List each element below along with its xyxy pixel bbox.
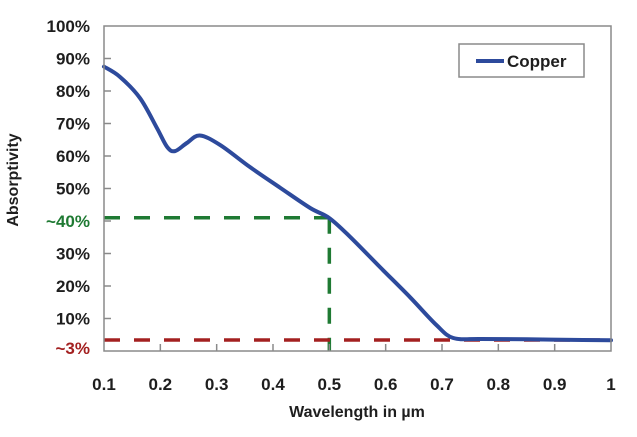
y-tick-label: 60% [56,147,90,166]
y-tick-label: 70% [56,115,90,134]
x-tick-label: 0.5 [318,375,342,394]
x-axis-tick-labels: 0.1 0.2 0.3 0.4 0.5 0.6 0.7 0.8 0.9 1 [92,375,616,394]
x-tick-label: 0.3 [205,375,229,394]
series-group [102,64,613,343]
y-tick-label: 80% [56,82,90,101]
x-tick-label: 0.6 [374,375,398,394]
x-tick-label: 0.9 [543,375,567,394]
legend: Copper [458,43,585,78]
y-tick-label: 20% [56,277,90,296]
x-tick-label: 0.2 [149,375,173,394]
series-line-copper [102,64,613,343]
x-tick-label: 1 [606,375,615,394]
x-tick-label: 0.1 [92,375,116,394]
y-tick-label: 90% [56,50,90,69]
y-axis-title: Absorptivity [5,133,22,226]
x-axis-ticks [159,344,556,351]
x-tick-label: 0.8 [487,375,511,394]
y-axis-tick-labels: 10% 20% 30% ~40% 50% 60% 70% 80% 90% 100% ~3% [46,17,90,358]
y-tick-label: 10% [56,310,90,329]
x-tick-label: 0.4 [261,375,285,394]
x-axis-title: Wavelength in µm [289,404,425,421]
y-axis-ticks [104,57,111,320]
y-tick-label: 30% [56,245,90,264]
y-tick-label: 100% [47,17,90,36]
y-tick-label: 50% [56,180,90,199]
y-tick-label: ~40% [46,212,90,231]
y-zero-label: ~3% [56,339,91,358]
annotation-lines [104,216,611,351]
legend-label-copper: Copper [507,52,567,71]
x-tick-label: 0.7 [430,375,454,394]
